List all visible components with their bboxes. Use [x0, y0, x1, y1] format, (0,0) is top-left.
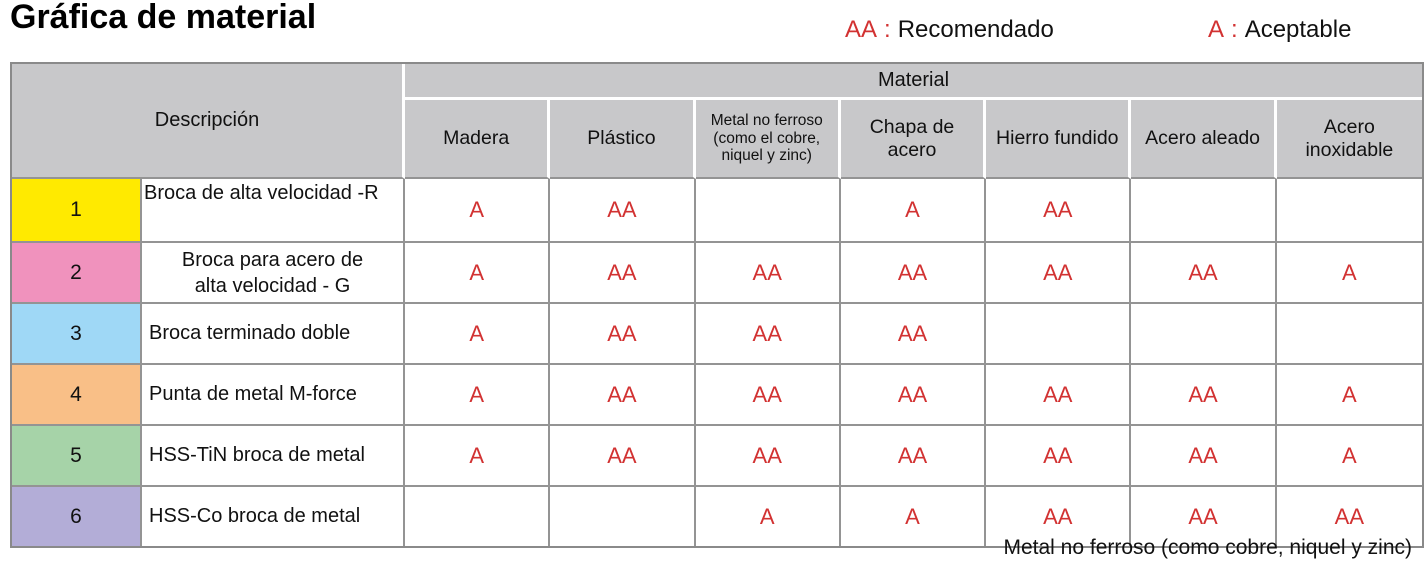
- row-description: Punta de metal M-force: [142, 365, 406, 426]
- header-row-top: Descripción Material: [12, 64, 1422, 179]
- rating-cell: [550, 487, 696, 546]
- table-row: 3 Broca terminado doble A AA AA AA: [12, 304, 1422, 365]
- legend-separator: :: [1231, 16, 1238, 43]
- table-header: Descripción Material Madera Plástico Metal…: [12, 64, 1422, 179]
- rating-cell: AA: [550, 304, 696, 365]
- rating-cell: A: [405, 243, 551, 304]
- legend-label-acceptable: Aceptable: [1244, 16, 1352, 43]
- rating-cell: AA: [840, 365, 987, 426]
- rating-cell: AA: [1131, 243, 1277, 304]
- rating-cell: A: [840, 179, 987, 243]
- legend-item-acceptable: A: Aceptable: [1208, 16, 1351, 44]
- rating-cell: A: [1276, 365, 1422, 426]
- rating-cell: AA: [840, 426, 987, 487]
- rating-cell: A: [841, 487, 987, 546]
- rating-cell: [986, 304, 1132, 365]
- row-description: HSS-Co broca de metal: [142, 487, 406, 546]
- rating-cell: AA: [695, 304, 841, 365]
- footnote: Metal no ferroso (como cobre, niquel y z…: [1003, 536, 1412, 559]
- rating-cell: A: [405, 179, 551, 243]
- column-header: Acero aleado: [1131, 100, 1277, 179]
- column-header: Madera: [405, 100, 551, 179]
- table-body: 1 Broca de alta velocidad -R A AA A AA 2 Broca …: [12, 179, 1422, 546]
- rating-cell: A: [405, 304, 551, 365]
- rating-cell: AA: [986, 426, 1132, 487]
- rating-cell: AA: [1131, 426, 1277, 487]
- legend-item-recommended: AA: Recomendado: [845, 16, 1054, 44]
- rating-cell: [405, 487, 551, 546]
- row-description: Broca terminado doble: [142, 304, 406, 365]
- rating-cell: [1131, 179, 1277, 243]
- rating-cell: AA: [550, 243, 696, 304]
- rating-cell: [1131, 304, 1277, 365]
- rating-cell: AA: [1131, 487, 1277, 546]
- rating-cell: AA: [1334, 503, 1365, 529]
- legend-label-recommended: Recomendado: [897, 16, 1054, 43]
- rating-cell: A: [405, 426, 551, 487]
- rating-cell: AA: [986, 487, 1132, 546]
- legend-separator: :: [884, 16, 891, 43]
- legend-key-a: A: [1208, 16, 1225, 43]
- column-header: Chapa de acero: [840, 100, 987, 179]
- rating-cell: AA: [550, 365, 696, 426]
- column-header: Acero inoxidable: [1276, 100, 1422, 179]
- description-header-cell: Descripción: [12, 64, 406, 179]
- table-row: 4 Punta de metal M-force A AA AA AA AA AA A: [12, 365, 1422, 426]
- rating-cell: [1276, 179, 1422, 243]
- row-number-cell: 5: [12, 426, 142, 487]
- row-number-cell: 3: [12, 304, 142, 365]
- row-number-cell: 2: [12, 243, 142, 304]
- rating-cell: AA: [986, 179, 1132, 243]
- rating-cell: AA: [840, 304, 987, 365]
- column-header: Metal no ferroso (como el cobre, niquel …: [695, 100, 841, 179]
- rating-cell: AA: [695, 426, 841, 487]
- rating-cell: AA: [1131, 365, 1277, 426]
- rating-cell: [695, 179, 841, 243]
- row-description: Broca de alta velocidad -R: [142, 179, 406, 243]
- rating-cell: AA: [695, 365, 841, 426]
- legend-key-aa: AA: [845, 16, 878, 43]
- row-description: Broca para acero de alta velocidad - G: [142, 243, 406, 304]
- row-number-cell: 6: [12, 487, 142, 546]
- rating-cell: A: [1276, 243, 1422, 304]
- row-number-cell: 1: [12, 179, 142, 243]
- column-header: Plástico: [550, 100, 696, 179]
- rating-cell: A: [696, 487, 841, 546]
- page-title: Gráfica de material: [10, 0, 317, 36]
- rating-cell: AA: [550, 426, 696, 487]
- rating-cell: AA: [695, 243, 841, 304]
- row-description: HSS-TiN broca de metal: [142, 426, 406, 487]
- rating-cell: [1276, 304, 1422, 365]
- material-table: Descripción Material Madera Plástico Metal…: [10, 62, 1424, 548]
- material-header-cell: Material: [405, 64, 1422, 100]
- material-columns-row: Madera Plástico Metal no ferroso (como el …: [12, 100, 1422, 179]
- row-number-cell: 4: [12, 365, 142, 426]
- table-row: 5 HSS-TiN broca de metal A AA AA AA AA AA A: [12, 426, 1422, 487]
- rating-cell: AA: [986, 243, 1132, 304]
- rating-cell: A: [405, 365, 551, 426]
- rating-cell: A: [1276, 426, 1422, 487]
- rating-cell: AA: [840, 243, 987, 304]
- legend: AA: Recomendado A: Aceptable: [0, 16, 1426, 48]
- table-row: 1 Broca de alta velocidad -R A AA A AA: [12, 179, 1422, 243]
- rating-cell: AA: [550, 179, 696, 243]
- column-header: Hierro fundido: [986, 100, 1132, 179]
- table-row: 6 HSS-Co broca de metal A A AA AA AA: [12, 487, 1422, 546]
- rating-cell: AA: [986, 365, 1132, 426]
